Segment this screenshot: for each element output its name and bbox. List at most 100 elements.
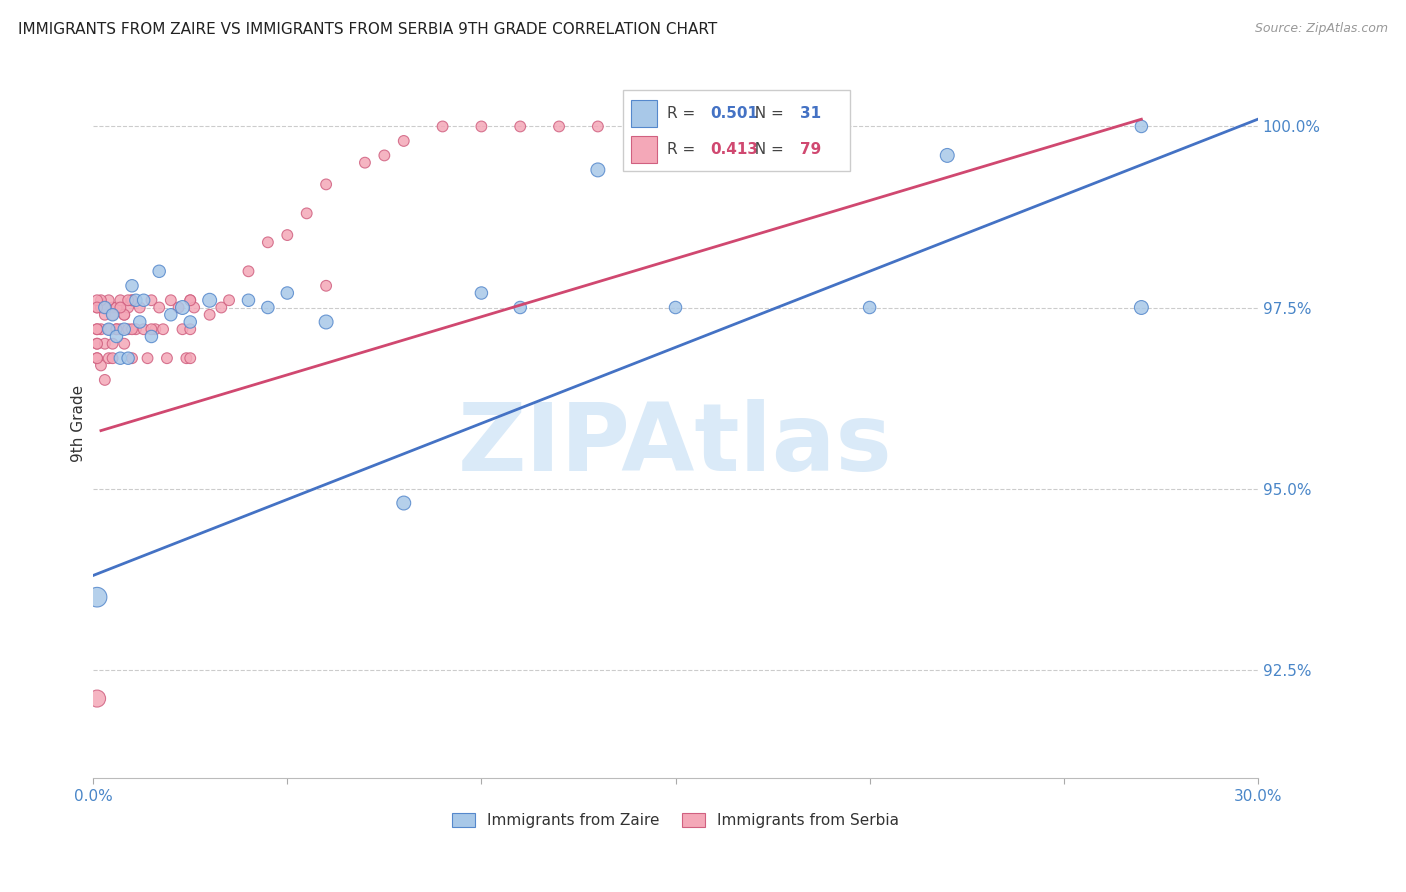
Point — [101, 308, 124, 322]
Point — [143, 322, 166, 336]
Point — [136, 351, 159, 366]
FancyBboxPatch shape — [623, 90, 851, 171]
Point — [101, 336, 124, 351]
Point — [509, 120, 531, 134]
Point — [128, 315, 150, 329]
Point — [125, 293, 148, 308]
Point — [105, 329, 128, 343]
Point — [97, 293, 120, 308]
Point — [198, 308, 221, 322]
Point — [509, 301, 531, 315]
Point — [94, 301, 117, 315]
Point — [276, 228, 298, 243]
Point — [97, 322, 120, 336]
Point — [90, 359, 112, 373]
Point — [117, 322, 139, 336]
Point — [112, 308, 135, 322]
Point — [101, 351, 124, 366]
Point — [110, 293, 132, 308]
Point — [167, 301, 190, 315]
Point — [121, 351, 143, 366]
Text: 0.501: 0.501 — [710, 106, 758, 121]
Point — [101, 308, 124, 322]
Point — [141, 329, 163, 343]
Point — [432, 120, 454, 134]
Text: 31: 31 — [800, 106, 821, 121]
Point — [90, 301, 112, 315]
Point — [1130, 301, 1153, 315]
Point — [132, 293, 155, 308]
Point — [159, 308, 181, 322]
Point — [148, 301, 170, 315]
Point — [859, 301, 882, 315]
Point — [257, 235, 280, 250]
Point — [179, 293, 201, 308]
Point — [86, 351, 108, 366]
Text: N =: N = — [745, 142, 789, 157]
Point — [86, 351, 108, 366]
Point — [172, 301, 194, 315]
Point — [392, 134, 415, 148]
Point — [176, 351, 198, 366]
Point — [218, 293, 240, 308]
Point — [86, 301, 108, 315]
Text: R =: R = — [668, 142, 700, 157]
Point — [110, 351, 132, 366]
Point — [238, 264, 260, 278]
Point — [159, 293, 181, 308]
Y-axis label: 9th Grade: 9th Grade — [72, 384, 86, 462]
Point — [110, 301, 132, 315]
Point — [112, 336, 135, 351]
Point — [86, 336, 108, 351]
Point — [470, 285, 492, 300]
Text: R =: R = — [668, 106, 700, 121]
Point — [209, 301, 232, 315]
Point — [257, 301, 280, 315]
Point — [94, 336, 117, 351]
Point — [90, 293, 112, 308]
Point — [152, 322, 174, 336]
Point — [586, 162, 609, 177]
Point — [470, 120, 492, 134]
Bar — [631, 101, 657, 128]
Point — [354, 155, 377, 169]
Point — [86, 301, 108, 315]
Point — [105, 301, 128, 315]
Text: N =: N = — [745, 106, 789, 121]
Point — [172, 322, 194, 336]
Point — [125, 322, 148, 336]
Point — [94, 308, 117, 322]
Text: IMMIGRANTS FROM ZAIRE VS IMMIGRANTS FROM SERBIA 9TH GRADE CORRELATION CHART: IMMIGRANTS FROM ZAIRE VS IMMIGRANTS FROM… — [18, 22, 717, 37]
Point — [117, 351, 139, 366]
Legend: Immigrants from Zaire, Immigrants from Serbia: Immigrants from Zaire, Immigrants from S… — [446, 807, 905, 834]
Point — [121, 293, 143, 308]
Point — [112, 308, 135, 322]
Point — [86, 322, 108, 336]
Point — [198, 293, 221, 308]
Point — [392, 496, 415, 510]
Point — [86, 590, 108, 604]
Point — [110, 322, 132, 336]
Point — [315, 278, 337, 293]
Point — [373, 148, 395, 162]
Point — [86, 336, 108, 351]
Point — [156, 351, 179, 366]
Point — [90, 322, 112, 336]
Point — [276, 285, 298, 300]
Point — [295, 206, 318, 220]
Point — [586, 120, 609, 134]
Bar — [631, 136, 657, 163]
Point — [94, 301, 117, 315]
Point — [121, 293, 143, 308]
Point — [315, 315, 337, 329]
Point — [121, 322, 143, 336]
Point — [148, 264, 170, 278]
Point — [548, 120, 571, 134]
Point — [179, 293, 201, 308]
Point — [179, 351, 201, 366]
Text: ZIPAtlas: ZIPAtlas — [458, 399, 893, 491]
Point — [86, 322, 108, 336]
Point — [132, 322, 155, 336]
Point — [626, 120, 648, 134]
Point — [664, 301, 686, 315]
